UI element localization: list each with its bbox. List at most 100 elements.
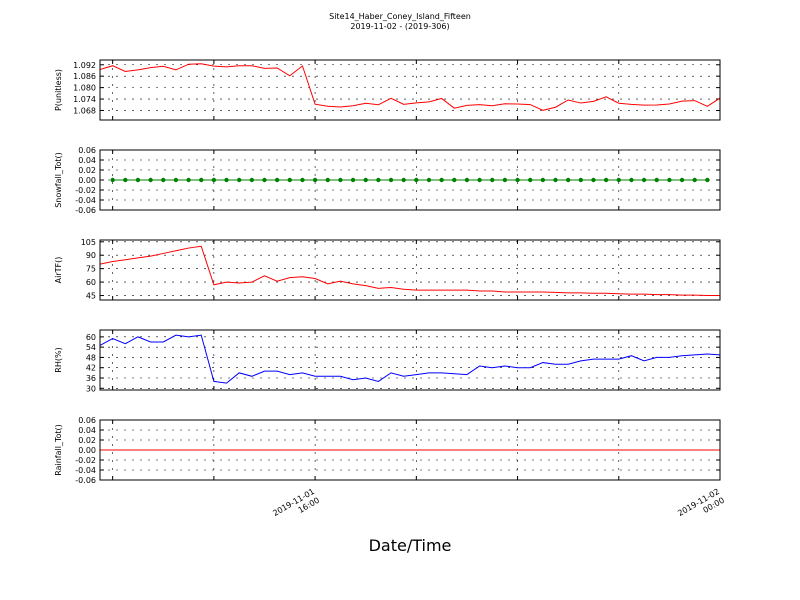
data-point <box>502 177 508 183</box>
y-tick-label: 0.02 <box>78 166 96 175</box>
y-tick-label: 54 <box>86 343 96 352</box>
data-point <box>452 177 457 183</box>
data-point <box>426 177 432 183</box>
panel-2: -0.06-0.04-0.020.000.020.040.06 Snowfall_… <box>54 146 721 215</box>
data-point <box>350 177 356 183</box>
data-point <box>211 177 217 183</box>
data-point <box>654 177 659 183</box>
data-point <box>464 177 470 183</box>
series-line <box>100 63 720 111</box>
y-tick-label: -0.06 <box>75 476 96 485</box>
y-axis-label: Rainfall_Tot() <box>54 424 63 476</box>
y-tick-label: 75 <box>86 265 96 274</box>
y-tick-label: 1.080 <box>73 84 96 93</box>
y-tick-label: 42 <box>86 364 96 373</box>
data-point <box>224 177 229 183</box>
plot-frame <box>99 329 721 391</box>
y-tick-label: 1.092 <box>73 61 96 70</box>
data-point <box>338 177 343 183</box>
y-tick-label: 1.074 <box>73 95 96 104</box>
series-line <box>100 334 720 384</box>
data-point <box>148 177 153 183</box>
data-point <box>705 177 710 183</box>
data-point <box>123 177 128 183</box>
data-point <box>249 177 255 183</box>
data-point <box>186 177 191 183</box>
data-point <box>414 177 419 183</box>
data-point <box>199 177 204 183</box>
y-axis-label: Snowfall_Tot() <box>54 152 63 208</box>
y-tick-label: 0.04 <box>78 156 96 165</box>
y-tick-label: 0.04 <box>78 426 96 435</box>
x-axis-label: Date/Time <box>369 536 452 555</box>
data-point <box>553 177 558 183</box>
data-point <box>667 177 672 183</box>
series-path <box>100 334 720 384</box>
data-point <box>477 177 482 183</box>
data-point <box>629 177 634 183</box>
data-point <box>325 177 330 183</box>
chart-subtitle: 2019-11-02 - (2019-306) <box>350 22 449 31</box>
y-tick-label: 30 <box>86 384 96 393</box>
y-tick-label: 45 <box>86 292 96 301</box>
y-tick-label: -0.02 <box>75 456 96 465</box>
x-tick-label: 2019-11-0116:00 <box>271 487 321 527</box>
x-tick-label: 2019-11-0200:00 <box>676 487 726 527</box>
plot-frame <box>99 59 721 121</box>
data-point <box>135 177 141 183</box>
data-point <box>236 177 242 183</box>
y-axis-label: RH(%) <box>54 347 63 372</box>
data-point <box>401 177 406 183</box>
plot-frame <box>99 239 721 301</box>
data-point <box>490 177 495 183</box>
data-point <box>528 177 533 183</box>
plot-frame <box>99 149 721 211</box>
data-point <box>565 177 571 183</box>
data-point <box>388 177 394 183</box>
y-axis-label: P(unitless) <box>54 69 63 111</box>
y-tick-label: -0.04 <box>75 196 96 205</box>
y-tick-label: 0.02 <box>78 436 96 445</box>
data-point <box>578 177 584 183</box>
series-path <box>100 245 720 297</box>
y-tick-label: 0.00 <box>78 446 96 455</box>
data-point <box>262 177 267 183</box>
data-point <box>591 177 596 183</box>
y-tick-label: 48 <box>86 353 96 362</box>
data-point <box>274 177 280 183</box>
data-point <box>603 177 609 183</box>
data-point <box>312 177 318 183</box>
series-line <box>100 245 720 297</box>
x-tick-labels: 2019-11-0116:00 2019-11-0200:00 <box>271 487 726 527</box>
series-path <box>100 63 720 111</box>
data-point <box>439 177 444 183</box>
y-tick-label: 105 <box>81 238 96 247</box>
panels: 1.068 1.074 1.080 1.086 1.092 P(unitless) -0.0… <box>54 59 721 485</box>
data-point <box>540 177 546 183</box>
y-tick-label: 36 <box>86 374 96 383</box>
data-point <box>110 177 115 183</box>
data-point <box>641 177 647 183</box>
data-point <box>376 177 381 183</box>
data-point <box>300 177 305 183</box>
y-tick-label: 90 <box>86 251 96 260</box>
y-axis-label: AirTF() <box>54 257 63 284</box>
data-point <box>515 177 520 183</box>
y-tick-label: 1.068 <box>73 106 96 115</box>
data-point <box>161 177 166 183</box>
data-point <box>616 177 621 183</box>
data-point <box>173 177 179 183</box>
y-tick-label: -0.02 <box>75 186 96 195</box>
y-tick-label: -0.04 <box>75 466 96 475</box>
data-point <box>363 177 368 183</box>
panel-1: 1.068 1.074 1.080 1.086 1.092 P(unitless) <box>54 59 721 121</box>
panel-3: 45 60 75 90 105 AirTF() <box>54 238 721 301</box>
series-line <box>110 177 710 183</box>
data-point <box>287 177 292 183</box>
chart-title: Site14_Haber_Coney_Island_Fifteen <box>329 12 471 21</box>
data-point <box>679 177 685 183</box>
y-tick-label: -0.06 <box>75 206 96 215</box>
y-tick-label: 1.086 <box>73 72 96 81</box>
